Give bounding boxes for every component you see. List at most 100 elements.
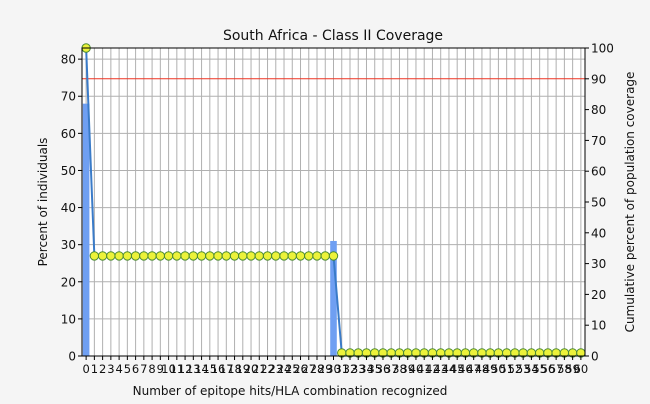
- y2-tick-label: 70: [591, 134, 606, 148]
- x-tick-label: 26: [293, 362, 308, 376]
- x-tick-label: 7: [140, 362, 147, 376]
- x-tick-label: 49: [483, 362, 498, 376]
- cumulative-point: [114, 251, 124, 261]
- y-tick-label: 60: [61, 127, 76, 141]
- y2-tick-label: 90: [591, 72, 606, 86]
- y-tick-label: 0: [68, 350, 76, 364]
- y-tick-label: 70: [61, 90, 76, 104]
- x-tick-label: 47: [466, 362, 481, 376]
- cumulative-point: [320, 251, 330, 261]
- x-tick-label: 48: [475, 362, 490, 376]
- x-tick-label: 38: [392, 362, 407, 376]
- x-tick-label: 27: [301, 362, 316, 376]
- y2-tick-label: 10: [591, 319, 606, 333]
- x-tick-label: 40: [409, 362, 424, 376]
- cumulative-point: [196, 251, 207, 261]
- cumulative-point: [287, 251, 297, 261]
- y-tick-label: 10: [61, 312, 76, 326]
- x-tick-label: 1: [91, 362, 98, 376]
- cumulative-point: [238, 251, 248, 261]
- x-axis-label: Number of epitope hits/HLA combination r…: [133, 384, 448, 398]
- cumulative-point: [328, 251, 339, 261]
- cumulative-point: [254, 251, 264, 261]
- y2-tick-label: 100: [591, 42, 614, 56]
- bar: [82, 103, 90, 356]
- left-axis-ticks: 0 10 20 30 40 50 60 70 80: [61, 53, 82, 364]
- x-tick-label: 11: [170, 362, 185, 376]
- grid-layer: [82, 48, 585, 357]
- x-tick-label: 15: [202, 362, 217, 376]
- x-tick-label: 17: [219, 362, 234, 376]
- x-tick-label: 12: [178, 362, 193, 376]
- cumulative-point: [188, 251, 199, 261]
- x-tick-label: 60: [574, 362, 589, 376]
- y-tick-label: 20: [61, 275, 76, 289]
- cumulative-point: [89, 251, 100, 261]
- x-axis-ticks: 0 1 2 3 4 5 6 7 8 9101112131415161718192021222324…: [82, 356, 588, 376]
- x-tick-label: 33: [351, 362, 366, 376]
- x-tick-label: 55: [532, 362, 547, 376]
- y-tick-label: 50: [61, 164, 76, 178]
- cumulative-point: [163, 251, 174, 261]
- cumulative-point: [122, 251, 133, 261]
- cumulative-point: [139, 251, 149, 261]
- cumulative-point: [271, 251, 281, 261]
- cumulative-point: [229, 251, 240, 261]
- x-tick-label: 18: [227, 362, 242, 376]
- x-tick-label: 24: [277, 362, 292, 376]
- x-tick-label: 21: [252, 362, 267, 376]
- x-tick-label: 23: [268, 362, 283, 376]
- x-tick-label: 56: [541, 362, 556, 376]
- y-axis-label: Percent of individuals: [36, 138, 50, 267]
- x-tick-label: 35: [367, 362, 382, 376]
- x-tick-label: 52: [508, 362, 523, 376]
- x-tick-label: 36: [376, 362, 391, 376]
- right-axis-ticks: 0 10 20 30 40 50 60 70 80 90 100: [585, 42, 614, 364]
- x-tick-label: 28: [310, 362, 325, 376]
- x-tick-label: 10: [161, 362, 176, 376]
- cumulative-point: [262, 251, 273, 261]
- x-tick-label: 46: [458, 362, 473, 376]
- cumulative-point: [246, 251, 256, 261]
- cumulative-point: [205, 251, 215, 261]
- x-tick-label: 22: [260, 362, 275, 376]
- x-tick-label: 29: [318, 362, 333, 376]
- x-tick-label: 16: [211, 362, 226, 376]
- cumulative-point: [97, 251, 108, 261]
- x-tick-label: 20: [244, 362, 259, 376]
- x-tick-label: 37: [384, 362, 399, 376]
- x-tick-label: 6: [132, 362, 139, 376]
- x-tick-label: 39: [400, 362, 415, 376]
- x-tick-label: 4: [115, 362, 122, 376]
- y-tick-label: 30: [61, 238, 76, 252]
- x-tick-label: 45: [450, 362, 465, 376]
- x-tick-label: 50: [491, 362, 506, 376]
- x-tick-label: 57: [549, 362, 564, 376]
- cumulative-point: [180, 251, 190, 261]
- y-tick-label: 40: [61, 201, 76, 215]
- x-tick-label: 54: [524, 362, 539, 376]
- x-tick-label: 5: [124, 362, 131, 376]
- x-tick-label: 9: [157, 362, 164, 376]
- cumulative-point: [312, 251, 322, 261]
- x-tick-label: 3: [107, 362, 114, 376]
- x-tick-label: 30: [326, 362, 341, 376]
- y2-axis-label: Cumulative percent of population coverag…: [623, 72, 637, 333]
- y-tick-label: 80: [61, 53, 76, 67]
- y2-tick-label: 40: [591, 226, 606, 240]
- x-tick-label: 58: [557, 362, 572, 376]
- x-tick-label: 41: [417, 362, 432, 376]
- cumulative-point: [172, 251, 182, 261]
- cumulative-point: [155, 251, 166, 261]
- x-tick-label: 51: [499, 362, 514, 376]
- x-tick-label: 53: [516, 362, 531, 376]
- cumulative-point: [295, 251, 306, 261]
- bar: [330, 240, 337, 356]
- y2-tick-label: 50: [591, 196, 606, 210]
- cumulative-point: [130, 251, 141, 261]
- x-tick-label: 59: [565, 362, 580, 376]
- y2-tick-label: 20: [591, 288, 606, 302]
- cumulative-point: [304, 251, 314, 261]
- cumulative-point: [147, 251, 157, 261]
